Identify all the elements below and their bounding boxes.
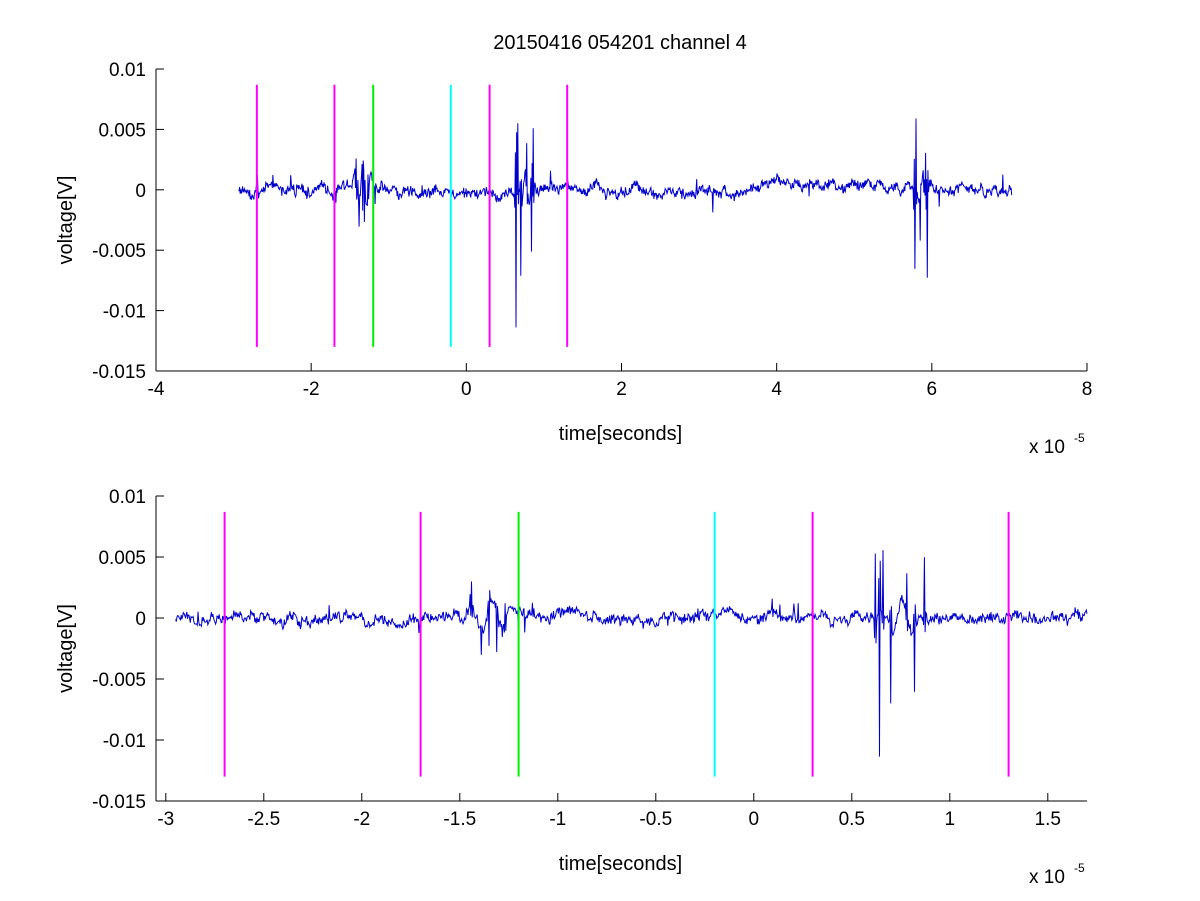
x-tick-label: 6 — [927, 379, 938, 400]
x-tick-label: -2.5 — [247, 809, 280, 830]
y-tick-label: 0.01 — [109, 487, 146, 508]
x-axis-label: time[seconds] — [559, 423, 682, 445]
axes-bottom: -3 -2.5 -2 -1.5 -1 -0.5 0 0.5 1 1.5 0.01 0.005 0 -0.0… — [55, 487, 1088, 888]
y-tick-label: -0.01 — [103, 731, 146, 752]
x-exponent-power: -5 — [1074, 861, 1085, 875]
x-tick-label: 4 — [771, 379, 782, 400]
x-tick-label: 2 — [616, 379, 627, 400]
x-tick-label: 1 — [945, 809, 956, 830]
signal-trace — [175, 550, 1088, 757]
figure-title: 20150416 054201 channel 4 — [493, 32, 747, 54]
x-exponent-label: x 10 — [1029, 437, 1065, 458]
y-tick-label: -0.015 — [92, 362, 146, 383]
x-tick-label: -2 — [353, 809, 370, 830]
signal-trace — [238, 118, 1013, 328]
x-exponent-power: -5 — [1074, 431, 1085, 445]
x-exponent-label: x 10 — [1029, 867, 1065, 888]
y-tick-label: -0.01 — [103, 302, 146, 323]
x-tick-label: 0 — [749, 809, 760, 830]
x-tick-label: -4 — [148, 379, 165, 400]
x-tick-label: 0.5 — [839, 809, 865, 830]
y-tick-label: 0.005 — [98, 548, 146, 569]
y-tick-label: 0.01 — [109, 60, 146, 81]
y-tick-label: 0 — [135, 181, 146, 202]
y-tick-label: -0.015 — [92, 792, 146, 813]
x-tick-label: 1.5 — [1035, 809, 1061, 830]
y-axis-label: voltage[V] — [55, 176, 77, 265]
x-axis-label: time[seconds] — [559, 853, 682, 875]
x-tick-label: -0.5 — [639, 809, 672, 830]
x-tick-label: -2 — [303, 379, 320, 400]
x-tick-label: 0 — [461, 379, 472, 400]
y-tick-label: 0 — [135, 609, 146, 630]
y-axis-label: voltage[V] — [55, 604, 77, 693]
y-tick-label: -0.005 — [92, 241, 146, 262]
y-tick-label: 0.005 — [98, 120, 146, 141]
axes-top: -4 -2 0 2 4 6 8 0.01 0.005 0 -0.005 -0.01 -0.015 time… — [55, 60, 1092, 458]
x-tick-label: -1 — [549, 809, 566, 830]
x-tick-label: -3 — [157, 809, 174, 830]
x-tick-label: 8 — [1082, 379, 1093, 400]
x-tick-label: -1.5 — [443, 809, 476, 830]
y-tick-label: -0.005 — [92, 670, 146, 691]
